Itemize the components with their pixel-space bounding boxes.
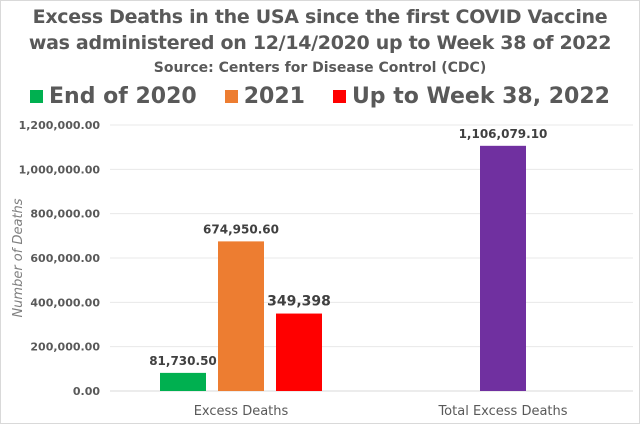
x-axis-categories: Excess Deaths Total Excess Deaths [194,404,568,419]
y-axis-ticks: 0.00 200,000.00 400,000.00 600,000.00 800,00… [19,119,101,398]
chart-title-line-2: was administered on 12/14/2020 up to Wee… [28,32,612,54]
y-tick-label: 800,000.00 [30,208,100,221]
y-tick-label: 600,000.00 [30,252,100,265]
y-tick-label: 0.00 [73,385,100,398]
legend: End of 2020 2021 Up to Week 38, 2022 [0,84,640,109]
x-category-label: Excess Deaths [194,404,289,419]
legend-label: End of 2020 [49,84,197,109]
bar-up-to-week-38-2022 [276,313,322,391]
y-tick-label: 1,200,000.00 [19,119,101,132]
bar-total [480,145,526,391]
data-label: 81,730.50 [149,354,217,368]
y-tick-label: 200,000.00 [30,341,100,354]
bar-2021 [218,241,264,391]
legend-item-end-of-2020: End of 2020 [30,84,197,109]
bars: 81,730.50 674,950.60 349,398 1,106,079.10 [149,127,547,391]
legend-swatch-orange [224,90,238,103]
data-label: 1,106,079.10 [459,127,548,141]
chart-title-line-1: Excess Deaths in the USA since the first… [32,6,608,28]
chart-subtitle: Source: Centers for Disease Control (CDC… [153,60,487,76]
legend-swatch-red [332,90,346,103]
legend-label: 2021 [243,84,305,109]
legend-swatch-green [30,90,44,103]
x-category-label: Total Excess Deaths [437,404,567,419]
y-tick-label: 400,000.00 [30,296,100,309]
y-axis-label: Number of Deaths [11,198,26,317]
legend-item-2022: Up to Week 38, 2022 [332,84,610,109]
y-tick-label: 1,000,000.00 [19,163,101,176]
legend-label: Up to Week 38, 2022 [351,84,610,109]
data-label: 349,398 [267,294,331,310]
gridlines [110,124,633,392]
bar-end-of-2020 [160,372,206,391]
data-label: 674,950.60 [203,222,279,236]
legend-item-2021: 2021 [224,84,305,109]
